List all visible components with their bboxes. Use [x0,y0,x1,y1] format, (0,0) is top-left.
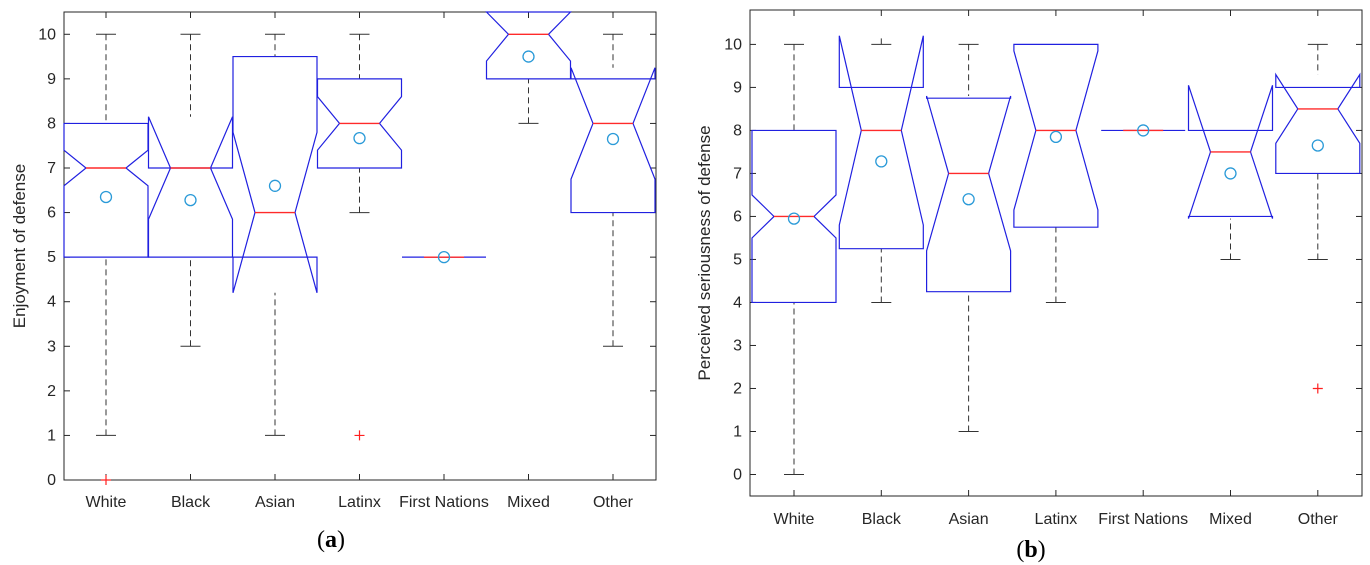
box [1275,72,1361,175]
outlier-marker [354,430,365,441]
mean-marker [606,132,620,146]
y-tick-label: 7 [47,160,56,177]
x-tick-label: Latinx [338,494,381,511]
y-tick-label: 8 [47,115,56,132]
y-tick-label: 9 [733,79,742,96]
y-tick-label: 3 [733,337,742,354]
y-tick-label: 7 [733,165,742,182]
y-axis-label: Perceived seriousness of defense [695,125,714,380]
y-tick-label: 1 [47,427,56,444]
mean-marker [962,193,975,206]
box [751,129,837,304]
y-tick-label: 2 [47,383,56,400]
mean-marker [353,131,366,145]
mean-marker [787,212,801,225]
x-tick-label: Other [593,494,634,511]
mean-marker [268,179,282,192]
outlier-marker [101,475,111,485]
y-tick-label: 4 [47,294,56,311]
y-tick-label: 6 [733,208,742,225]
y-tick-label: 0 [47,472,56,489]
panel-caption: (a) [317,527,345,553]
x-tick-label: Other [1298,511,1339,528]
mean-marker [1224,167,1237,180]
caption-letter: b [1024,537,1037,563]
x-tick-label: Black [862,511,902,528]
y-tick-label: 8 [733,122,742,139]
box [926,95,1012,293]
y-tick-label: 5 [47,249,56,266]
x-tick-label: White [86,494,127,511]
axes-frame [63,11,657,481]
caption-close: ) [337,527,345,553]
x-tick-label: First Nations [1098,511,1188,528]
y-tick-label: 5 [733,251,742,268]
box [1187,85,1274,219]
box [147,116,234,258]
x-tick-label: First Nations [399,494,489,511]
mean-marker [437,250,451,264]
outlier-marker [1312,383,1323,394]
box [232,55,318,293]
caption-open: ( [317,527,325,553]
x-tick-label: Asian [949,511,989,528]
y-tick-label: 6 [47,205,56,222]
y-tick-label: 1 [733,423,742,440]
box [316,78,403,169]
axes-frame [749,9,1363,497]
panel-a: 0 1 2 3 4 5 6 7 8 9 10 Enjoyment of defense White Bla… [10,11,657,553]
mean-marker [522,50,535,63]
y-axis-label: Enjoyment of defense [10,164,29,328]
mean-marker [875,155,888,168]
box [485,11,572,80]
y-tick-label: 10 [724,36,742,53]
panel-b: 0 1 2 3 4 5 6 7 8 9 10 Perceived seriousness of def… [695,9,1363,563]
mean-marker [1311,139,1324,152]
y-tick-label: 3 [47,338,56,355]
box [1013,43,1099,228]
y-tick-label: 0 [733,466,742,483]
x-tick-label: White [774,511,815,528]
mean-marker [1049,130,1063,144]
x-tick-label: Latinx [1035,511,1078,528]
x-tick-label: Black [171,494,211,511]
y-tick-label: 10 [38,26,56,43]
x-tick-label: Mixed [507,494,550,511]
y-tick-label: 9 [47,71,56,88]
mean-marker [99,190,113,204]
x-tick-label: Mixed [1209,511,1252,528]
caption-open: ( [1016,537,1024,563]
y-tick-label: 4 [733,294,742,311]
box [838,35,924,250]
mean-marker [184,193,197,207]
caption-close: ) [1038,537,1046,563]
box [63,122,149,258]
mean-marker [1137,124,1150,137]
x-tick-label: Asian [255,494,295,511]
caption-letter: a [325,527,337,553]
panel-caption: (b) [1016,537,1045,563]
y-tick-label: 2 [733,380,742,397]
box [570,67,656,214]
